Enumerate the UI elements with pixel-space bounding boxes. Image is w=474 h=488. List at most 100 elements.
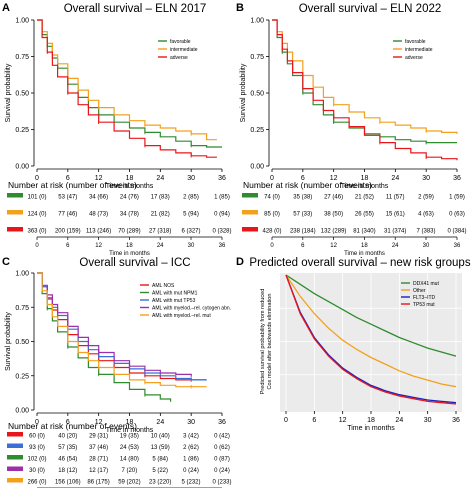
panel-b-risk-cell: 74 (0)	[264, 195, 280, 201]
panel-d-x-tick-label: 18	[367, 417, 375, 424]
panel-a-risk-cell: 34 (78)	[120, 212, 139, 218]
panel-b-x-tick-label: 24	[391, 175, 399, 182]
panel-d-series-line	[285, 274, 457, 405]
panel-a-risk-cell: 27 (318)	[149, 229, 171, 235]
panel-c-y-tick-label: 0.50	[15, 339, 29, 346]
panel-d-legend-label: Other	[413, 288, 426, 294]
panel-a-risk-cell: 200 (159)	[55, 229, 81, 235]
panel-d-label: D	[236, 256, 244, 268]
panel-c-risk-cell: 37 (46)	[89, 445, 108, 451]
panel-c-x-tick-label: 30	[187, 419, 195, 426]
panel-b-risk-cell: 428 (0)	[262, 229, 281, 235]
panel-c-risk-cell: 30 (0)	[29, 468, 45, 474]
panel-c-label: C	[2, 256, 10, 268]
panel-c-risk-cell: 10 (40)	[151, 434, 170, 440]
panel-a-risk-x-tick-label: 0	[35, 243, 39, 249]
panel-c-risk-cell: 156 (106)	[55, 480, 81, 486]
panel-c-y-tick-label: 0.25	[15, 373, 29, 380]
panel-b-risk-cell: 15 (61)	[386, 212, 405, 218]
panel-c-risk-cell: 12 (17)	[89, 468, 108, 474]
panel-a-risk-cell: 21 (82)	[151, 212, 170, 218]
panel-b-legend-label: favorable	[405, 39, 426, 45]
panel-d-series-line	[285, 274, 457, 388]
panel-c-risk-cell: 14 (80)	[120, 457, 139, 463]
panel-c-risk-cell: 60 (0)	[29, 434, 45, 440]
panel-b-series-line	[272, 19, 457, 144]
panel-a-series-line	[37, 19, 222, 148]
panel-c-risk-cell: 46 (54)	[58, 457, 77, 463]
panel-b-risk-cell: 11 (57)	[386, 195, 405, 201]
panel-a-risk-row-swatch	[7, 227, 23, 232]
panel-d-title: Predicted overall survival – new risk gr…	[249, 257, 471, 269]
panel-c-x-tick-label: 0	[35, 419, 39, 426]
panel-a-title: Overall survival – ELN 2017	[63, 3, 207, 15]
panel-b-risk-cell: 0 (384)	[447, 229, 466, 235]
panel-b-risk-cell: 2 (59)	[418, 195, 434, 201]
panel-a-x-tick-label: 18	[126, 175, 134, 182]
panel-d-legend-label: DDX41 mut	[413, 281, 439, 287]
panel-a-risk-cell: 5 (94)	[183, 212, 199, 218]
panel-c-risk-cell: 2 (62)	[183, 445, 199, 451]
panel-b-risk-x-tick-label: 6	[301, 243, 305, 249]
panel-a-risk-cell: 48 (73)	[89, 212, 108, 218]
panel-c-legend-label: AML with myelod.–rel. mut	[152, 313, 211, 319]
panel-c-y-tick-label: 0.75	[15, 305, 29, 312]
panel-c-risk-cell: 5 (84)	[152, 457, 168, 463]
panel-a-risk-cell: 124 (0)	[27, 212, 46, 218]
panel-b-risk-x-tick-label: 18	[361, 243, 368, 249]
panel-c-legend-label: AML with mut TP53	[152, 298, 196, 304]
panel-c-risk-row-swatch	[7, 455, 23, 460]
panel-a-risk-x-tick-label: 36	[219, 243, 226, 249]
panel-a-risk-cell: 53 (47)	[58, 195, 77, 201]
panel-a-risk-cell: 2 (85)	[183, 195, 199, 201]
panel-b-x-axis-label: Time in months	[341, 183, 389, 190]
panel-b-y-axis-label: Survival probability	[240, 63, 247, 122]
panel-b-risk-x-tick-label: 0	[270, 243, 274, 249]
panel-c-y-tick-label: 1.00	[15, 271, 29, 278]
panel-b-y-tick-label: 0.50	[250, 91, 264, 98]
panel-b-risk-row-swatch	[242, 227, 258, 232]
panel-d-legend-label: TP53 mut	[413, 302, 435, 308]
panel-a-y-tick-label: 1.00	[15, 18, 29, 25]
panel-c-y-tick-label: 0.00	[15, 408, 29, 415]
panel-b-series-line	[272, 19, 458, 161]
panel-a-y-tick-label: 0.25	[15, 127, 29, 134]
panel-a-y-tick-label: 0.00	[15, 164, 29, 171]
panel-a-x-tick-label: 12	[95, 175, 103, 182]
panel-c-risk-cell: 266 (0)	[27, 480, 46, 486]
panel-b-x-tick-label: 30	[422, 175, 430, 182]
panel-a-risk-cell: 1 (85)	[214, 195, 230, 201]
panel-d-x-axis-label: Time in months	[347, 425, 395, 432]
panel-a-risk-row-swatch	[7, 210, 23, 215]
panel-c-x-tick-label: 18	[126, 419, 134, 426]
panel-b-risk-row-swatch	[242, 210, 258, 215]
panel-b-risk-x-tick-label: 12	[330, 243, 337, 249]
panel-c-risk-cell: 5 (232)	[181, 480, 200, 486]
panel-d-x-tick-label: 12	[339, 417, 347, 424]
panel-c-risk-row-swatch	[7, 443, 23, 448]
panel-d-series-line	[285, 274, 457, 357]
panel-d-x-tick-label: 0	[284, 417, 288, 424]
panel-c-series-line	[37, 272, 207, 381]
panel-c-legend-label: AML with myelod.–rel. cytogen abn.	[152, 306, 231, 312]
panel-a-risk-cell: 101 (0)	[27, 195, 46, 201]
panel-c-legend-label: AML with mut NPM1	[152, 291, 198, 297]
panel-b-risk-cell: 31 (374)	[384, 229, 406, 235]
panel-d-y-axis-label: Predicted survival probability from redu…	[260, 289, 266, 395]
risk-table-title-c: Number at risk (number of events)	[8, 421, 137, 431]
panel-c-risk-cell: 40 (20)	[58, 434, 77, 440]
panel-c-risk-cell: 13 (59)	[151, 445, 170, 451]
panel-a-x-tick-label: 36	[218, 175, 226, 182]
panel-c-risk-cell: 0 (87)	[214, 457, 230, 463]
panel-b-legend-label: intermediate	[405, 47, 433, 53]
risk-table-title-b: Number at risk (number of events)	[243, 180, 372, 190]
panel-a-y-tick-label: 0.50	[15, 91, 29, 98]
panel-a-risk-cell: 363 (0)	[27, 229, 46, 235]
panel-c-series-line	[37, 272, 192, 376]
panel-b-legend-label: adverse	[405, 55, 423, 61]
panel-b-y-tick-label: 1.00	[250, 18, 264, 25]
panel-b-risk-cell: 0 (63)	[449, 212, 465, 218]
panel-d-legend-label: FLT3–ITD	[413, 295, 436, 301]
panel-a-risk-x-tick-label: 24	[157, 243, 164, 249]
panel-a-risk-cell: 6 (327)	[181, 229, 200, 235]
